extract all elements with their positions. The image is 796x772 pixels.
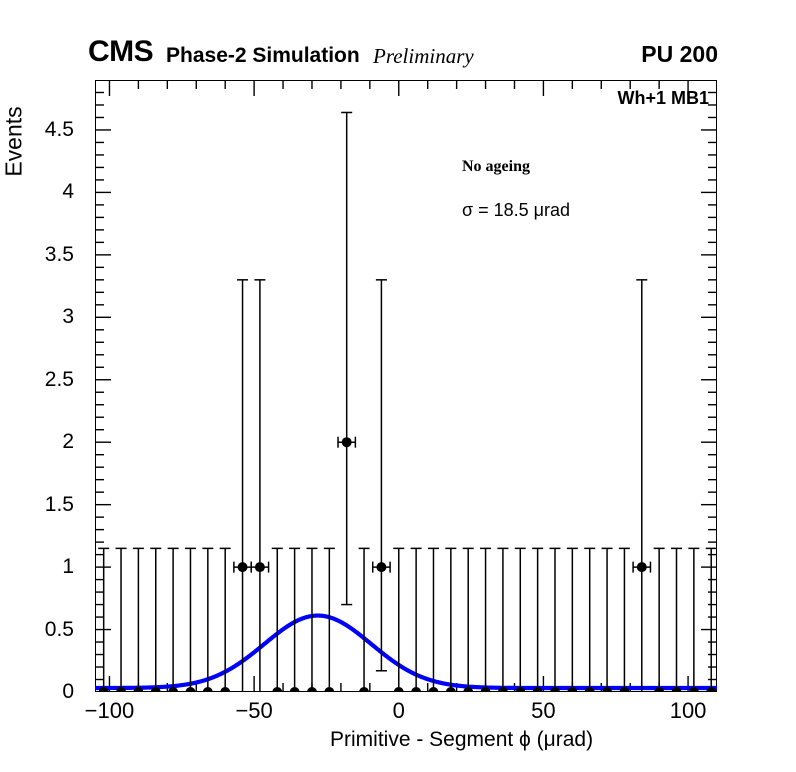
x-tick-label: 50 (531, 698, 556, 723)
data-point (705, 547, 717, 692)
y-tick-label: 1 (62, 555, 74, 579)
data-point (132, 547, 144, 692)
plot-area: Wh+1 MB1 (95, 80, 717, 692)
data-point (202, 547, 214, 692)
cms-logo: CMS (88, 35, 154, 68)
chamber-label: Wh+1 MB1 (617, 88, 709, 108)
data-point (167, 547, 179, 692)
data-point (306, 547, 318, 692)
data-point (653, 547, 665, 692)
y-axis-title: Events (0, 80, 28, 240)
preliminary-label: Preliminary (373, 44, 474, 68)
data-points-group (98, 111, 717, 692)
resolution-sigma-label: σ = 18.5 μrad (462, 200, 571, 220)
data-point (371, 279, 391, 672)
gaussian-fit-curve (95, 613, 717, 691)
data-point (601, 547, 613, 692)
data-point (233, 279, 252, 692)
data-point (98, 547, 110, 692)
phase-label: Phase-2 Simulation (166, 44, 360, 67)
annotation-block: No ageing σ = 18.5 μrad (462, 158, 672, 221)
data-point (688, 547, 700, 692)
plot-frame (95, 80, 717, 692)
data-point (219, 547, 231, 692)
y-tick-label: 4.5 (44, 117, 74, 141)
data-point (427, 547, 439, 692)
y-tick-label: 2.5 (44, 367, 74, 391)
data-point (462, 547, 474, 692)
data-point (393, 547, 405, 692)
y-axis-title-text: Events (0, 106, 27, 177)
data-point (514, 547, 526, 692)
data-point (670, 547, 682, 692)
data-point (549, 547, 561, 692)
data-point (323, 547, 335, 692)
data-point (532, 547, 544, 692)
data-point (289, 547, 301, 692)
data-point (618, 547, 630, 692)
data-point (480, 547, 492, 692)
data-point (566, 547, 578, 692)
data-point (115, 547, 127, 692)
data-point (250, 279, 270, 692)
data-point (358, 547, 370, 692)
data-point (184, 547, 196, 692)
plot-header: CMS Phase-2 Simulation Preliminary PU 20… (88, 35, 718, 74)
data-point (271, 547, 283, 692)
x-tick-label: −100 (84, 698, 135, 723)
y-tick-label: 3 (62, 305, 74, 329)
data-point (497, 547, 509, 692)
y-tick-label: 4 (62, 180, 74, 204)
ageing-scenario-label: No ageing (462, 158, 530, 175)
data-point (410, 547, 422, 692)
y-tick-label: 2 (62, 430, 74, 454)
y-tick-label: 0 (62, 680, 74, 703)
x-tick-label: 100 (669, 698, 707, 723)
y-tick-label: 0.5 (44, 617, 74, 641)
y-tick-label: 3.5 (44, 242, 74, 266)
data-point (150, 547, 162, 692)
data-point (445, 547, 457, 692)
x-tick-label: 0 (392, 698, 405, 723)
data-point (584, 547, 596, 692)
data-point (337, 111, 357, 606)
y-tick-label: 1.5 (44, 492, 74, 516)
plot-graphics (95, 80, 717, 692)
pileup-label: PU 200 (641, 41, 718, 67)
data-point (632, 279, 652, 692)
x-tick-label: −50 (235, 698, 273, 723)
x-axis-title: Primitive - Segment ϕ (μrad) (330, 728, 594, 751)
